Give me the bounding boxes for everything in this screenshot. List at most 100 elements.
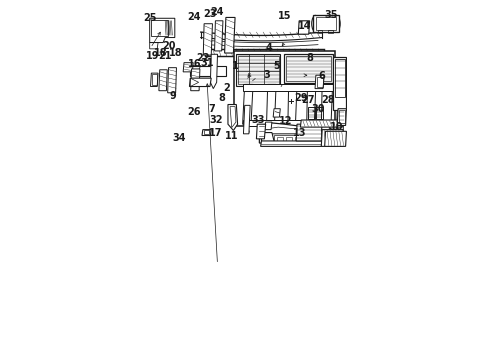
Polygon shape — [203, 24, 212, 55]
Bar — [273, 135, 320, 144]
Polygon shape — [336, 112, 343, 134]
Polygon shape — [150, 73, 158, 86]
Polygon shape — [296, 124, 322, 141]
Circle shape — [195, 69, 198, 72]
Polygon shape — [190, 69, 200, 91]
Polygon shape — [270, 134, 322, 145]
Text: 26: 26 — [187, 107, 200, 117]
Text: 25: 25 — [143, 13, 156, 23]
Polygon shape — [204, 49, 324, 57]
Text: 13: 13 — [292, 127, 305, 138]
Polygon shape — [214, 21, 223, 51]
Polygon shape — [183, 63, 193, 72]
Polygon shape — [298, 21, 309, 34]
Text: 23: 23 — [203, 9, 217, 19]
Polygon shape — [227, 104, 237, 130]
Polygon shape — [190, 66, 225, 76]
Text: 18: 18 — [169, 48, 183, 58]
Circle shape — [266, 142, 268, 145]
Bar — [338, 111, 344, 123]
Polygon shape — [321, 130, 343, 147]
Text: 29: 29 — [294, 93, 307, 103]
Text: 4: 4 — [265, 43, 272, 53]
Circle shape — [291, 142, 293, 145]
Text: 3: 3 — [263, 69, 270, 80]
Polygon shape — [210, 54, 217, 89]
Bar — [315, 17, 335, 30]
Polygon shape — [260, 141, 322, 147]
Polygon shape — [261, 132, 273, 145]
Text: 14: 14 — [297, 21, 310, 31]
Text: 6: 6 — [318, 71, 325, 81]
Bar — [151, 19, 168, 36]
Text: 28: 28 — [321, 95, 334, 105]
Circle shape — [304, 142, 306, 145]
Polygon shape — [234, 51, 334, 126]
Polygon shape — [321, 126, 329, 131]
Text: 31: 31 — [200, 58, 214, 68]
Polygon shape — [314, 75, 324, 89]
Circle shape — [154, 22, 161, 28]
Text: 22: 22 — [196, 53, 209, 63]
Text: 18: 18 — [154, 48, 168, 58]
Circle shape — [308, 63, 319, 74]
Circle shape — [305, 61, 321, 76]
Polygon shape — [312, 15, 338, 32]
Circle shape — [324, 127, 327, 130]
Bar — [317, 30, 322, 33]
Bar — [284, 54, 332, 83]
Polygon shape — [264, 122, 271, 130]
Polygon shape — [189, 78, 211, 86]
Text: 2: 2 — [224, 83, 230, 93]
Circle shape — [278, 60, 282, 65]
Polygon shape — [167, 68, 176, 93]
Bar — [328, 30, 332, 33]
Text: 1: 1 — [231, 61, 238, 71]
Bar — [334, 59, 345, 97]
Text: 30: 30 — [310, 104, 324, 114]
Bar — [285, 56, 330, 81]
Bar — [313, 137, 319, 143]
Text: 20: 20 — [162, 41, 175, 51]
Text: 33: 33 — [251, 115, 264, 125]
Polygon shape — [332, 57, 346, 109]
Polygon shape — [273, 109, 280, 117]
Polygon shape — [159, 70, 167, 91]
Circle shape — [250, 81, 253, 84]
Bar — [307, 107, 314, 119]
Polygon shape — [300, 120, 343, 127]
Text: 24: 24 — [210, 8, 224, 17]
Polygon shape — [242, 120, 334, 126]
Text: 27: 27 — [300, 95, 314, 105]
Circle shape — [314, 142, 317, 145]
Bar — [203, 130, 209, 134]
Polygon shape — [224, 17, 235, 53]
Text: 21: 21 — [158, 51, 172, 61]
Text: 7: 7 — [207, 104, 214, 114]
Text: 5: 5 — [272, 61, 279, 71]
Text: 12: 12 — [278, 116, 292, 126]
Circle shape — [279, 85, 282, 88]
Bar — [285, 137, 291, 143]
Polygon shape — [202, 130, 211, 135]
Circle shape — [214, 69, 216, 72]
Polygon shape — [243, 105, 250, 134]
Polygon shape — [256, 124, 265, 139]
Circle shape — [205, 69, 208, 72]
Bar — [316, 77, 323, 87]
Circle shape — [279, 142, 281, 145]
Bar — [295, 137, 301, 143]
Bar — [237, 55, 279, 85]
Text: 35: 35 — [324, 10, 337, 21]
Text: 8: 8 — [218, 93, 224, 103]
Bar — [152, 75, 157, 85]
Text: 16: 16 — [188, 59, 201, 69]
Text: 10: 10 — [329, 122, 342, 132]
Polygon shape — [324, 131, 346, 147]
Text: 34: 34 — [172, 133, 186, 143]
Text: 24: 24 — [187, 12, 200, 22]
Text: 8: 8 — [306, 53, 313, 63]
Polygon shape — [337, 109, 346, 125]
Text: 19: 19 — [146, 51, 160, 61]
Bar — [316, 107, 322, 119]
